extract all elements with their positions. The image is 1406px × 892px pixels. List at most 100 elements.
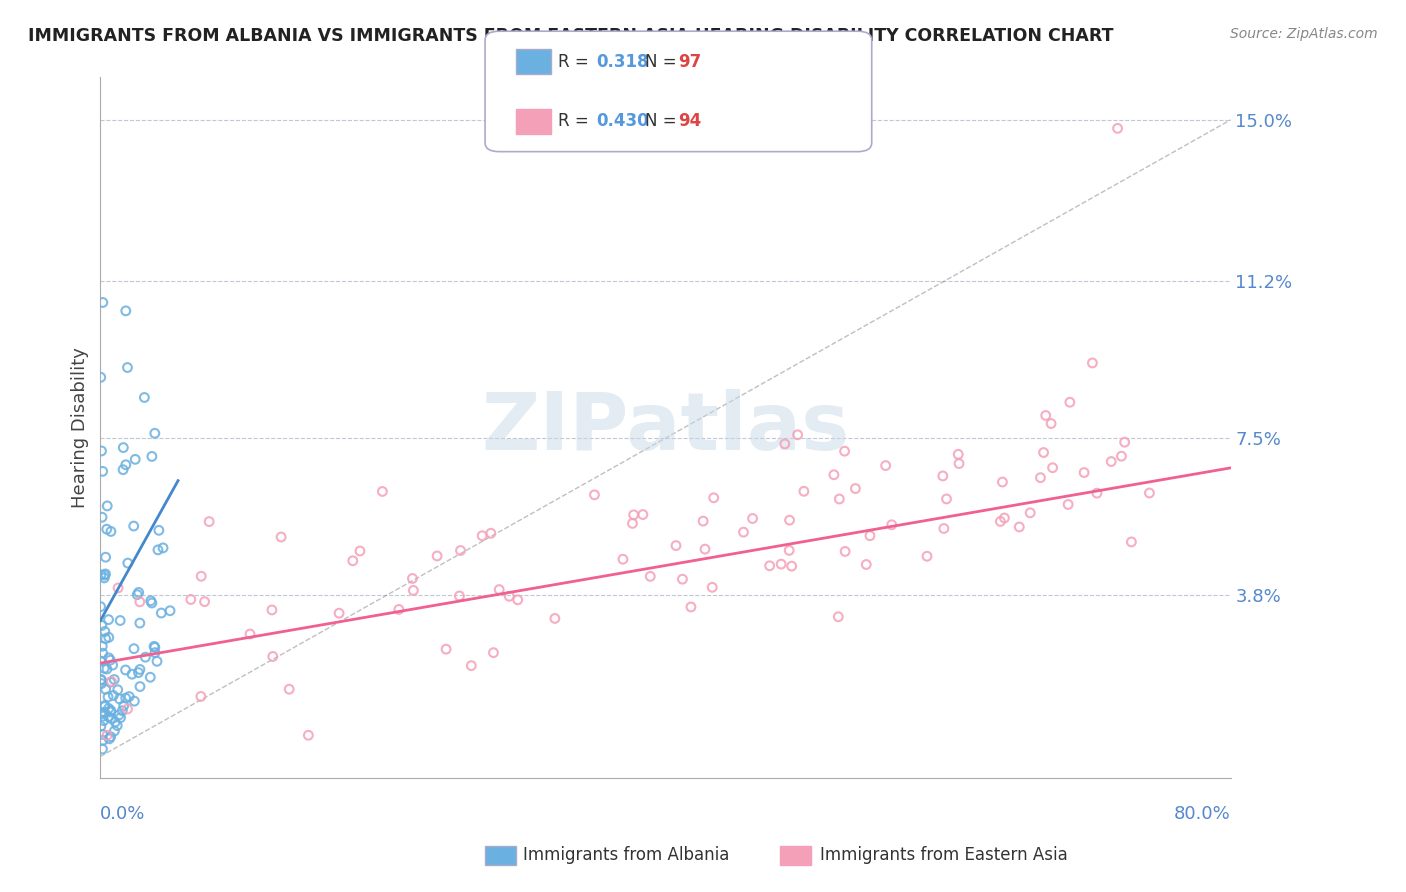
- Point: [434, 642, 457, 657]
- Point: [1040, 417, 1063, 431]
- Text: 0.430: 0.430: [596, 112, 648, 130]
- Point: [97, 613, 120, 627]
- Point: [108, 692, 131, 706]
- Point: [612, 552, 634, 566]
- Point: [779, 513, 801, 527]
- Point: [1085, 486, 1108, 500]
- Point: [93, 568, 115, 582]
- Point: [479, 526, 502, 541]
- Point: [118, 690, 141, 704]
- Point: [990, 515, 1012, 529]
- Point: [93, 571, 115, 585]
- Point: [1073, 466, 1095, 480]
- Text: IMMIGRANTS FROM ALBANIA VS IMMIGRANTS FROM EASTERN ASIA HEARING DISABILITY CORRE: IMMIGRANTS FROM ALBANIA VS IMMIGRANTS FR…: [28, 27, 1114, 45]
- Point: [108, 614, 131, 628]
- Point: [1057, 498, 1080, 512]
- Point: [1032, 445, 1054, 459]
- Point: [449, 589, 471, 603]
- Point: [786, 427, 808, 442]
- Text: R =: R =: [558, 112, 595, 130]
- Point: [239, 627, 262, 641]
- Point: [128, 585, 150, 599]
- Point: [875, 458, 897, 473]
- Text: 0.318: 0.318: [596, 53, 648, 70]
- Point: [128, 595, 150, 609]
- Point: [1029, 470, 1052, 484]
- Point: [260, 603, 283, 617]
- Point: [94, 698, 117, 713]
- Text: ZIPatlas: ZIPatlas: [481, 389, 849, 467]
- Point: [844, 482, 866, 496]
- Point: [107, 682, 129, 697]
- Text: Immigrants from Albania: Immigrants from Albania: [523, 847, 730, 864]
- Point: [91, 510, 114, 524]
- Point: [780, 559, 803, 574]
- Point: [180, 592, 202, 607]
- Point: [141, 450, 163, 464]
- Text: 97: 97: [678, 53, 702, 70]
- Point: [328, 606, 350, 620]
- Point: [100, 703, 122, 717]
- Point: [859, 529, 882, 543]
- Point: [1099, 454, 1122, 468]
- Point: [128, 616, 150, 631]
- Text: N =: N =: [645, 53, 682, 70]
- Point: [112, 698, 135, 713]
- Point: [143, 640, 166, 655]
- Point: [770, 557, 793, 571]
- Point: [194, 594, 217, 608]
- Point: [498, 590, 520, 604]
- Point: [671, 572, 693, 586]
- Point: [1019, 506, 1042, 520]
- Point: [1081, 356, 1104, 370]
- Point: [90, 673, 112, 687]
- Point: [97, 650, 120, 665]
- Point: [98, 731, 121, 746]
- Point: [703, 491, 725, 505]
- Point: [134, 650, 156, 665]
- Point: [665, 539, 688, 553]
- Point: [97, 701, 120, 715]
- Point: [104, 714, 127, 729]
- Point: [793, 484, 815, 499]
- Point: [143, 640, 166, 654]
- Point: [98, 653, 121, 667]
- Point: [948, 457, 970, 471]
- Point: [90, 370, 112, 384]
- Point: [129, 662, 152, 676]
- Point: [90, 673, 112, 687]
- Point: [758, 558, 780, 573]
- Point: [90, 676, 112, 690]
- Point: [122, 641, 145, 656]
- Point: [105, 718, 128, 732]
- Point: [112, 441, 135, 455]
- Point: [97, 690, 120, 704]
- Point: [141, 596, 163, 610]
- Point: [91, 733, 114, 747]
- Point: [488, 582, 510, 597]
- Point: [993, 511, 1015, 525]
- Point: [127, 665, 149, 680]
- Point: [117, 360, 139, 375]
- Point: [94, 632, 117, 646]
- Point: [915, 549, 938, 564]
- Point: [117, 556, 139, 570]
- Point: [159, 604, 181, 618]
- Point: [117, 702, 139, 716]
- Point: [108, 707, 131, 722]
- Point: [733, 525, 755, 540]
- Point: [948, 447, 970, 461]
- Point: [94, 550, 117, 565]
- Point: [342, 554, 364, 568]
- Point: [90, 654, 112, 668]
- Point: [143, 646, 166, 660]
- Point: [100, 674, 122, 689]
- Point: [450, 543, 472, 558]
- Point: [93, 661, 115, 675]
- Point: [855, 558, 877, 572]
- Point: [932, 521, 955, 535]
- Point: [110, 711, 132, 725]
- Point: [146, 654, 169, 668]
- Point: [100, 730, 122, 744]
- Text: R =: R =: [558, 53, 595, 70]
